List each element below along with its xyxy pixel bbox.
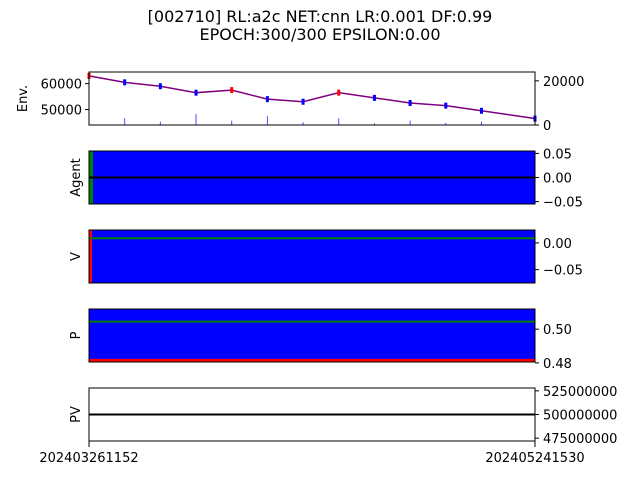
price-candle [444, 102, 448, 109]
p-right-tick-label: 0.50 [543, 323, 572, 338]
x-tick-label-start: 202403261152 [39, 451, 138, 466]
p-ylabel: P [69, 331, 84, 339]
price-candle [158, 83, 162, 90]
x-tick-label-end: 202405241530 [485, 451, 584, 466]
figure-title-line2: EPOCH:300/300 EPSILON:0.00 [199, 25, 441, 44]
price-candle [123, 79, 127, 86]
v-frame [88, 229, 536, 284]
price-candle [337, 89, 341, 96]
v-ylabel: V [69, 252, 84, 261]
shared-x-axis: 202403261152 202405241530 [39, 441, 585, 466]
price-candle [372, 94, 376, 101]
v-right-tick-label: 0.00 [543, 237, 572, 252]
env-ylabel: Env. [16, 85, 31, 112]
price-line [88, 75, 536, 120]
price-candle [408, 100, 412, 107]
pv-panel: 525000000 500000000 475000000 PV [69, 385, 617, 447]
v-right-tick-label: −0.05 [543, 264, 583, 279]
price-candle [301, 98, 305, 105]
env-right-tick-label: 0 [543, 119, 551, 134]
price-candle [230, 87, 234, 94]
price-candle [479, 107, 483, 114]
p-frame [88, 308, 536, 363]
pv-right-tick-label: 500000000 [543, 409, 617, 424]
agent-right-tick-label: 0.05 [543, 147, 572, 162]
env-left-tick-label: 60000 [41, 78, 82, 93]
env-panel: 50000 60000 0 20000 Env. [16, 71, 584, 134]
pv-right-tick-label: 525000000 [543, 385, 617, 400]
figure-title-line1: [002710] RL:a2c NET:cnn LR:0.001 DF:0.99 [147, 7, 493, 26]
p-right-tick-label: 0.48 [543, 357, 572, 372]
v-panel: 0.00 −0.05 V [69, 229, 583, 284]
p-panel: 0.50 0.48 P [69, 308, 572, 372]
p-fill [89, 309, 535, 362]
v-start-marker [89, 230, 92, 283]
agent-right-tick-label: −0.05 [543, 196, 583, 211]
env-right-tick-label: 20000 [543, 75, 584, 90]
agent-right-tick-label: 0.00 [543, 172, 572, 187]
pv-ylabel: PV [69, 406, 84, 423]
price-candle [265, 96, 269, 103]
env-left-tick-label: 50000 [41, 103, 82, 118]
env-frame [88, 71, 536, 126]
price-candle [194, 89, 198, 96]
agent-ylabel: Agent [69, 158, 84, 196]
agent-panel: 0.05 0.00 −0.05 Agent [69, 147, 583, 210]
pv-right-tick-label: 475000000 [543, 432, 617, 447]
